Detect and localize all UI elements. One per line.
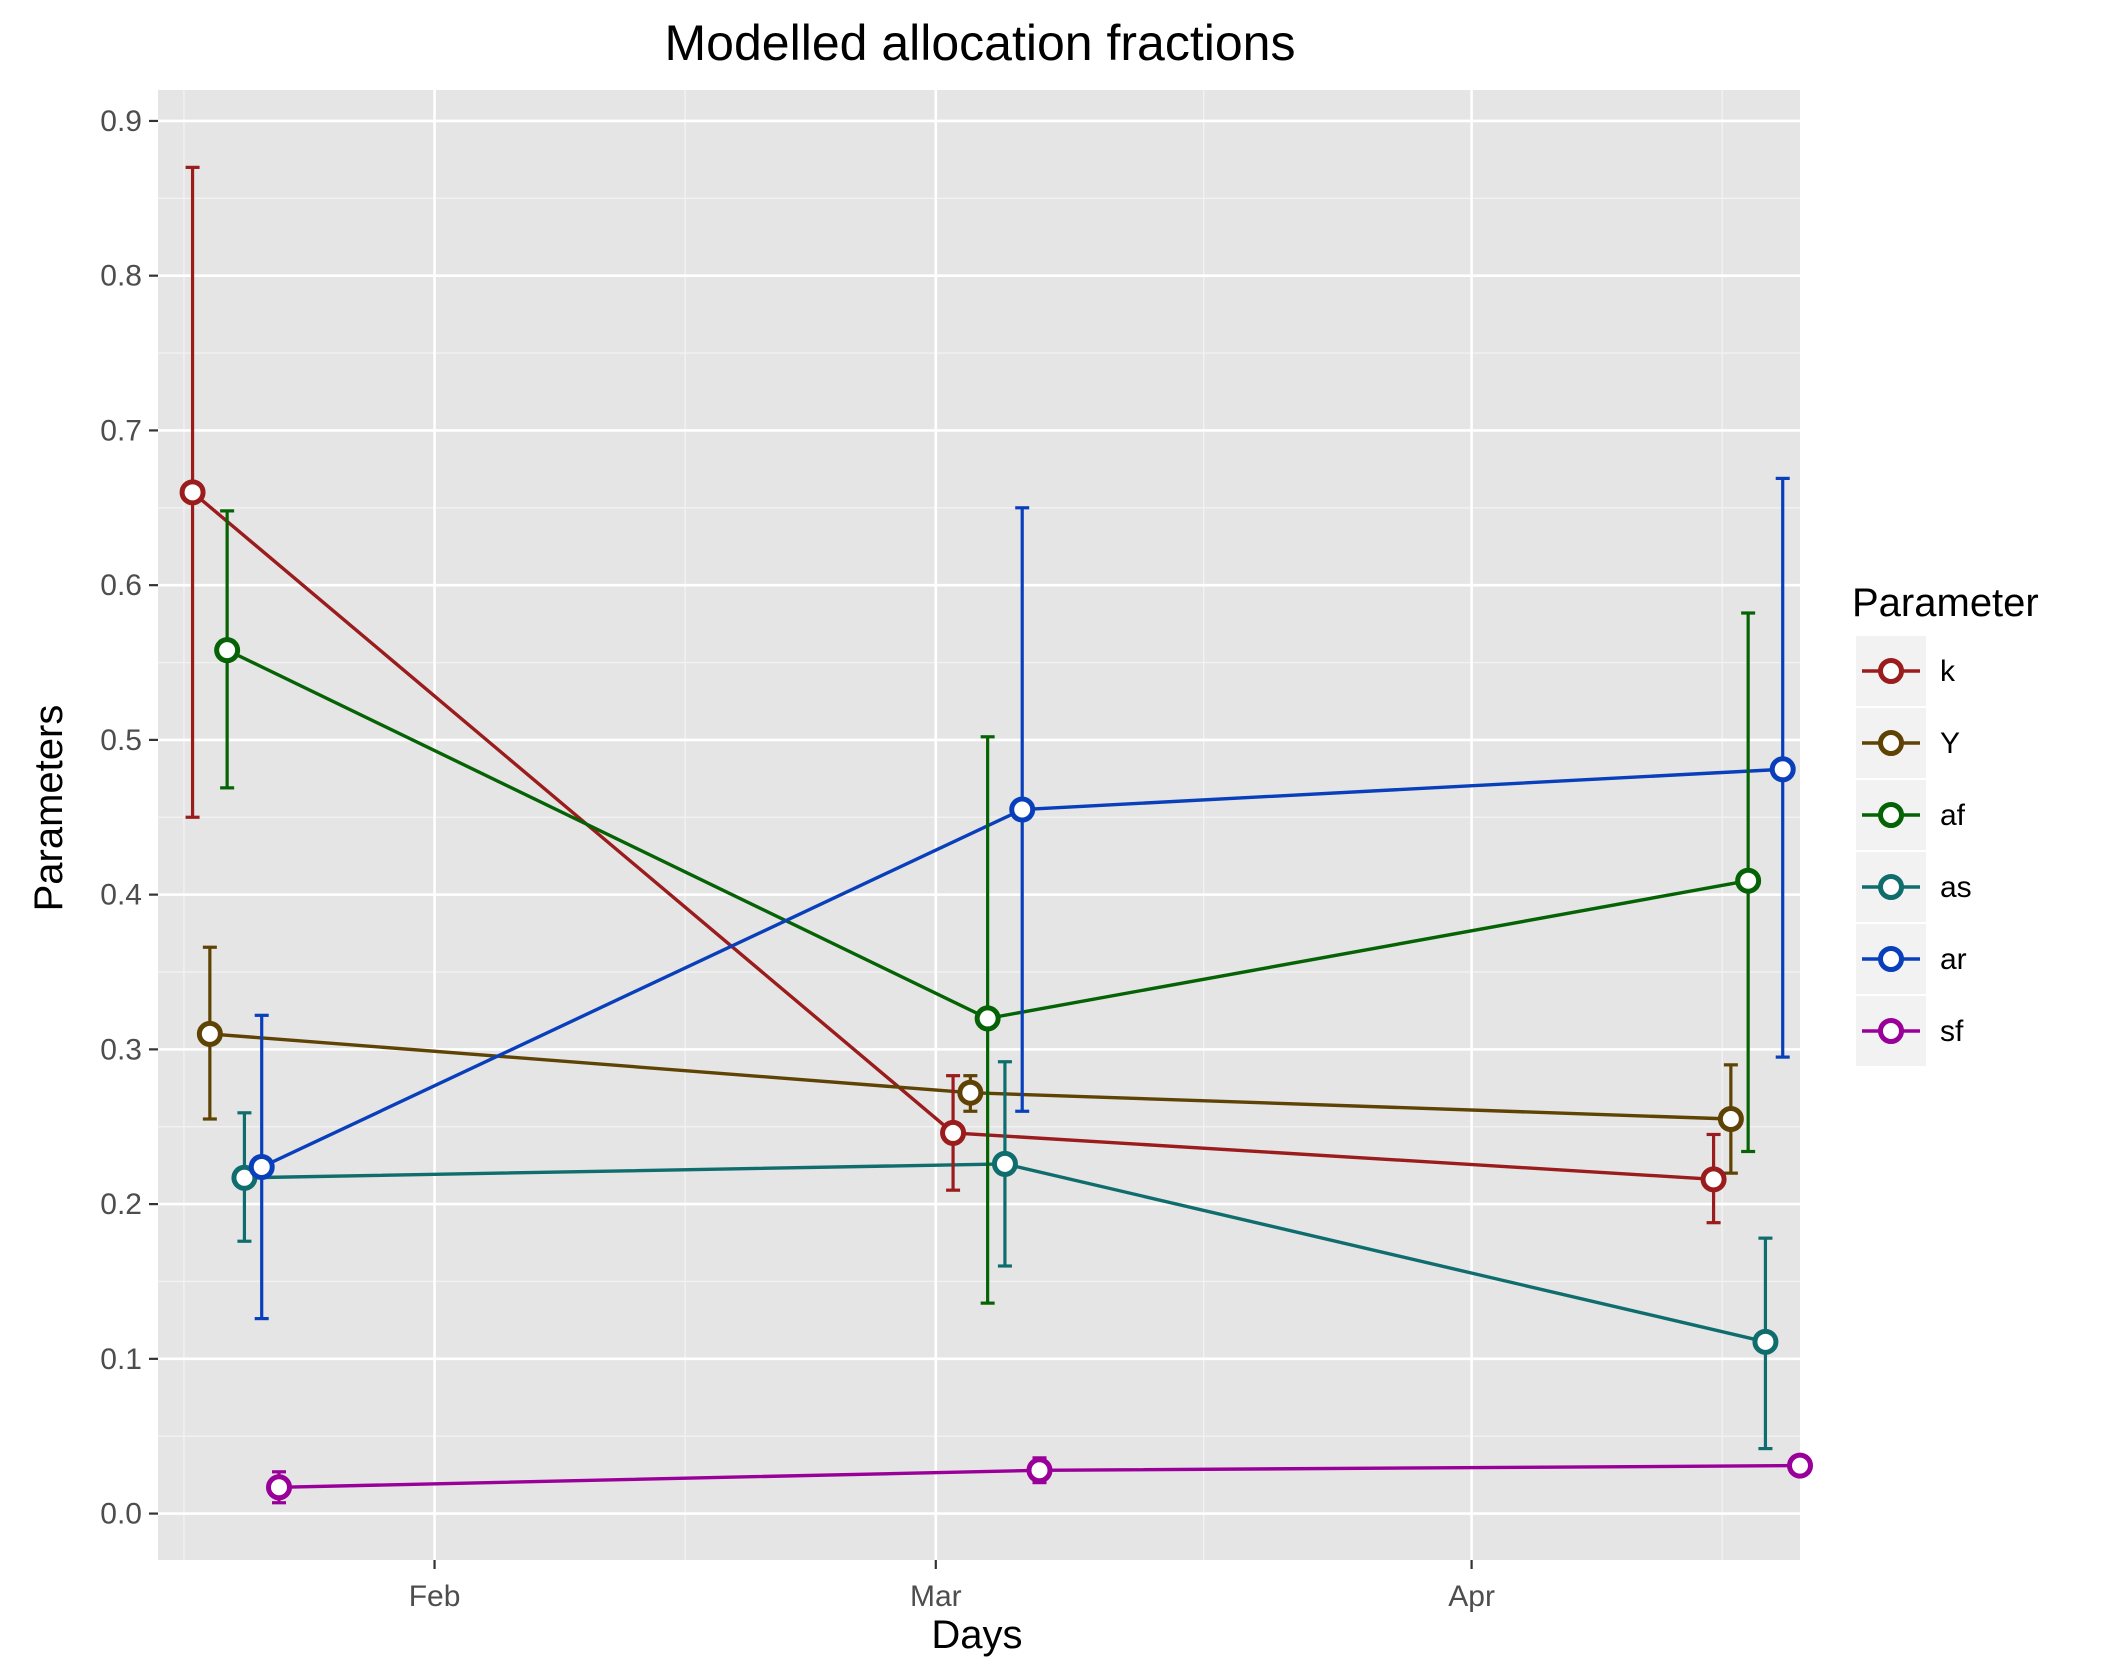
legend-item-Y: Y (1856, 708, 1960, 778)
data-point-ar (1769, 756, 1796, 783)
grid-major (158, 90, 1800, 1560)
legend-label-af: af (1940, 799, 1966, 832)
x-tick-label: Mar (910, 1580, 962, 1613)
y-tick-label: 0.8 (100, 260, 142, 293)
legend-item-ar: ar (1856, 924, 1967, 994)
data-point-Y (957, 1079, 984, 1106)
data-point-Y (196, 1020, 223, 1047)
y-tick-label: 0.1 (100, 1343, 142, 1376)
chart-title: Modelled allocation fractions (665, 15, 1296, 71)
legend-item-as: as (1856, 852, 1972, 922)
y-tick-label: 0.0 (100, 1498, 142, 1531)
legend-label-k: k (1940, 655, 1956, 688)
plot-panel (158, 90, 1800, 1560)
data-point-af (1735, 867, 1762, 894)
legend-title: Parameter (1852, 581, 2039, 625)
legend-label-Y: Y (1940, 727, 1960, 760)
data-point-ar (1009, 796, 1036, 823)
x-axis: Feb Mar Apr (409, 1560, 1495, 1613)
legend: Parameter k Yaf as ar sf (1852, 581, 2039, 1066)
y-tick-label: 0.4 (100, 879, 142, 912)
legend-item-k: k (1856, 636, 1956, 706)
y-tick-label: 0.2 (100, 1188, 142, 1221)
data-point-Y (1717, 1106, 1744, 1132)
data-point-af (974, 1005, 1001, 1032)
legend-label-sf: sf (1940, 1015, 1964, 1048)
data-point-k (1700, 1166, 1727, 1193)
data-point-as (1752, 1328, 1779, 1355)
data-point-ar (248, 1153, 275, 1180)
y-tick-label: 0.5 (100, 724, 142, 757)
data-point-af (214, 637, 241, 664)
legend-item-af: af (1856, 780, 1966, 850)
data-point-k (940, 1119, 967, 1146)
data-point-as (991, 1150, 1018, 1177)
x-axis-title: Days (931, 1613, 1022, 1657)
legend-label-ar: ar (1940, 943, 1967, 976)
legend-label-as: as (1940, 871, 1972, 904)
y-tick-label: 0.6 (100, 569, 142, 602)
y-tick-label: 0.9 (100, 105, 142, 138)
data-point-sf (1787, 1452, 1813, 1479)
y-axis: 0.0 0.1 0.2 0.3 0.4 0.5 0.6 0.7 0.8 0.9 (100, 105, 158, 1531)
legend-items: k Yaf as ar sf (1856, 636, 1972, 1066)
grid-minor (158, 90, 1800, 1560)
data-point-sf (265, 1474, 292, 1501)
series-points (179, 479, 1813, 1501)
y-tick-label: 0.7 (100, 414, 142, 447)
data-point-k (179, 479, 206, 506)
y-axis-title: Parameters (27, 705, 71, 912)
y-tick-label: 0.3 (100, 1033, 142, 1066)
x-tick-label: Feb (409, 1580, 461, 1613)
x-tick-label: Apr (1448, 1580, 1495, 1613)
legend-item-sf: sf (1856, 996, 1964, 1066)
data-point-sf (1026, 1457, 1053, 1484)
